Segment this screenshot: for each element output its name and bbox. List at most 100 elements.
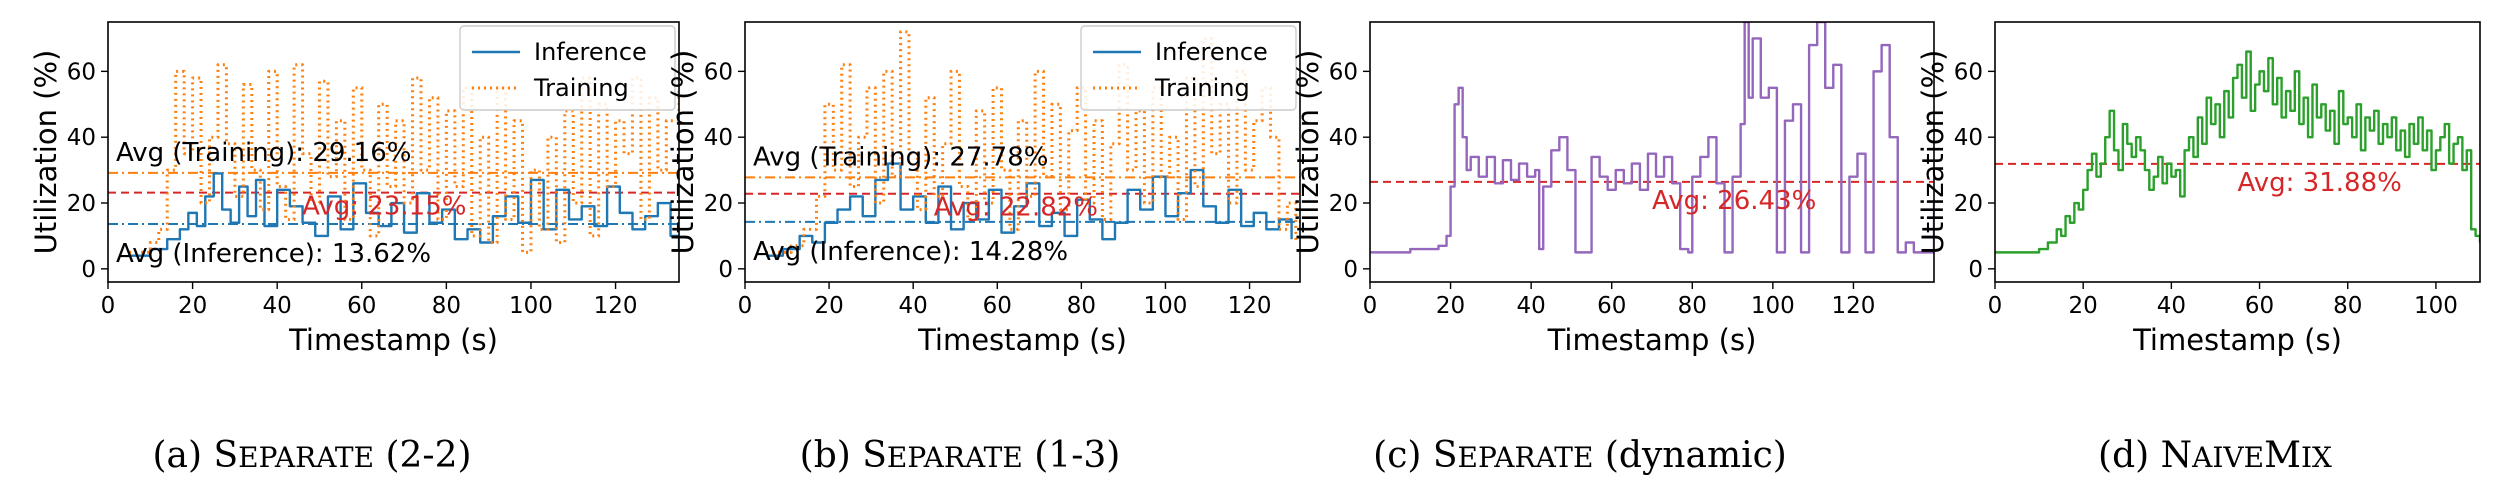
y-tick-label: 20 xyxy=(1329,191,1358,217)
x-tick-label: 60 xyxy=(983,293,1012,319)
caption-name-char: E xyxy=(887,441,907,474)
x-tick-label: 120 xyxy=(1831,293,1875,319)
average-label: Avg: 31.88% xyxy=(2238,168,2402,198)
y-tick-label: 0 xyxy=(1343,257,1358,283)
x-tick-label: 40 xyxy=(2157,293,2186,319)
caption-name-char: T xyxy=(1554,441,1573,474)
legend-label-training: Training xyxy=(533,74,629,102)
series-group xyxy=(1370,22,1934,254)
caption-name-char: R xyxy=(295,441,317,474)
legend: Inference Training xyxy=(1080,25,1297,111)
caption-prefix: (b) xyxy=(800,435,863,476)
x-tick-label: 120 xyxy=(594,293,638,319)
legend-label-inference: Inference xyxy=(534,38,647,66)
chart-panel-3: 0 20 40 60 80 100 120 0 20 40 60 Timestamp (s) Utili… xyxy=(1291,21,1935,476)
x-tick-label: 80 xyxy=(432,293,461,319)
x-tick-label: 0 xyxy=(738,293,753,319)
y-tick-label: 60 xyxy=(1329,59,1358,85)
reference-lines xyxy=(745,176,1300,223)
caption-name-char: R xyxy=(1515,441,1537,474)
y-axis-label: Utilization (%) xyxy=(29,50,63,255)
x-tick-label: 100 xyxy=(509,293,553,319)
series-line-inference xyxy=(766,162,1293,257)
caption-name-char: P xyxy=(1478,441,1496,474)
caption-name-char: M xyxy=(2264,435,2301,476)
caption-name-char: S xyxy=(213,435,238,476)
caption-name-char: X xyxy=(2312,441,2332,474)
caption-name-char: V xyxy=(2222,441,2244,474)
caption-prefix: (d) xyxy=(2098,435,2161,476)
caption-suffix: (1-3) xyxy=(1023,435,1121,476)
x-axis-label: Timestamp (s) xyxy=(2132,323,2342,357)
series-line-utilization xyxy=(1995,50,2480,254)
average-label: Avg: 22.82% xyxy=(934,193,1098,223)
x-tick-label: 80 xyxy=(2333,293,2362,319)
y-tick-label: 0 xyxy=(1968,257,1983,283)
caption-name-char: A xyxy=(1493,441,1515,474)
series-line-inference xyxy=(129,172,679,257)
caption-name-char: T xyxy=(335,441,354,474)
x-tick-label: 120 xyxy=(1228,293,1272,319)
caption-name-char: P xyxy=(907,441,925,474)
caption-name-char: A xyxy=(923,441,945,474)
panel-caption: (a) SEPARATE (2-2) xyxy=(152,435,471,476)
caption-name-char: E xyxy=(1458,441,1478,474)
y-axis-label: Utilization (%) xyxy=(1291,50,1325,255)
caption-prefix: (c) xyxy=(1373,435,1433,476)
plot-frame xyxy=(1369,21,1935,283)
caption-name-char: E xyxy=(2244,441,2264,474)
x-tick-label: 20 xyxy=(2069,293,2098,319)
legend: Inference Training xyxy=(459,25,676,111)
x-tick-label: 80 xyxy=(1678,293,1707,319)
average-label: Avg (Inference): 14.28% xyxy=(753,237,1068,267)
legend-label-training: Training xyxy=(1154,74,1250,102)
plot-frame xyxy=(107,21,680,283)
caption-name-char: P xyxy=(259,441,277,474)
caption-name-char: E xyxy=(1573,441,1593,474)
average-label: Avg (Training): 27.78% xyxy=(753,142,1048,172)
legend-label-inference: Inference xyxy=(1155,38,1268,66)
x-axis-label: Timestamp (s) xyxy=(288,323,498,357)
caption-name-char: N xyxy=(2161,435,2193,476)
caption-name-char: E xyxy=(1002,441,1022,474)
y-tick-label: 20 xyxy=(704,191,733,217)
x-tick-label: 80 xyxy=(1067,293,1096,319)
x-tick-label: 40 xyxy=(263,293,292,319)
x-tick-label: 20 xyxy=(814,293,843,319)
caption-name-char: R xyxy=(944,441,966,474)
y-tick-label: 0 xyxy=(718,257,733,283)
y-tick-label: 40 xyxy=(1329,125,1358,151)
x-tick-label: 40 xyxy=(1517,293,1546,319)
average-label: Avg: 23.15% xyxy=(302,192,466,222)
x-tick-label: 100 xyxy=(1144,293,1188,319)
caption-name-char: I xyxy=(2212,441,2223,474)
chart-panel-2: 0 20 40 60 80 100 120 0 20 40 60 Timestamp (s) Utili… xyxy=(666,21,1301,476)
series-group xyxy=(1995,50,2480,254)
series-group xyxy=(766,30,1298,257)
legend-box xyxy=(1080,25,1297,111)
panel-caption: (d) NAIVEMIX xyxy=(2098,435,2332,476)
average-label: Avg (Inference): 13.62% xyxy=(116,239,431,269)
x-tick-label: 100 xyxy=(2414,293,2458,319)
average-label: Avg (Training): 29.16% xyxy=(116,138,411,168)
x-tick-label: 100 xyxy=(1751,293,1795,319)
caption-name-char: I xyxy=(2301,441,2312,474)
plot-frame xyxy=(744,21,1301,283)
y-tick-label: 0 xyxy=(81,257,96,283)
caption-name-char: E xyxy=(354,441,374,474)
x-axis-label: Timestamp (s) xyxy=(917,323,1127,357)
y-tick-label: 40 xyxy=(1954,125,1983,151)
y-tick-label: 20 xyxy=(1954,191,1983,217)
caption-suffix: (2-2) xyxy=(374,435,472,476)
panel-caption: (b) SEPARATE (1-3) xyxy=(800,435,1121,476)
caption-suffix: (dynamic) xyxy=(1593,435,1786,476)
average-label: Avg: 26.43% xyxy=(1652,186,1816,216)
x-tick-label: 0 xyxy=(1363,293,1378,319)
chart-panel-4: 0 20 40 60 80 100 0 20 40 60 Timestamp (s) Utilizat… xyxy=(1916,21,2481,476)
y-tick-label: 20 xyxy=(67,191,96,217)
series-line-training xyxy=(766,30,1298,254)
reference-lines xyxy=(108,171,679,226)
series-line-utilization xyxy=(1370,22,1934,254)
caption-name-char: A xyxy=(315,441,337,474)
y-tick-label: 60 xyxy=(704,59,733,85)
